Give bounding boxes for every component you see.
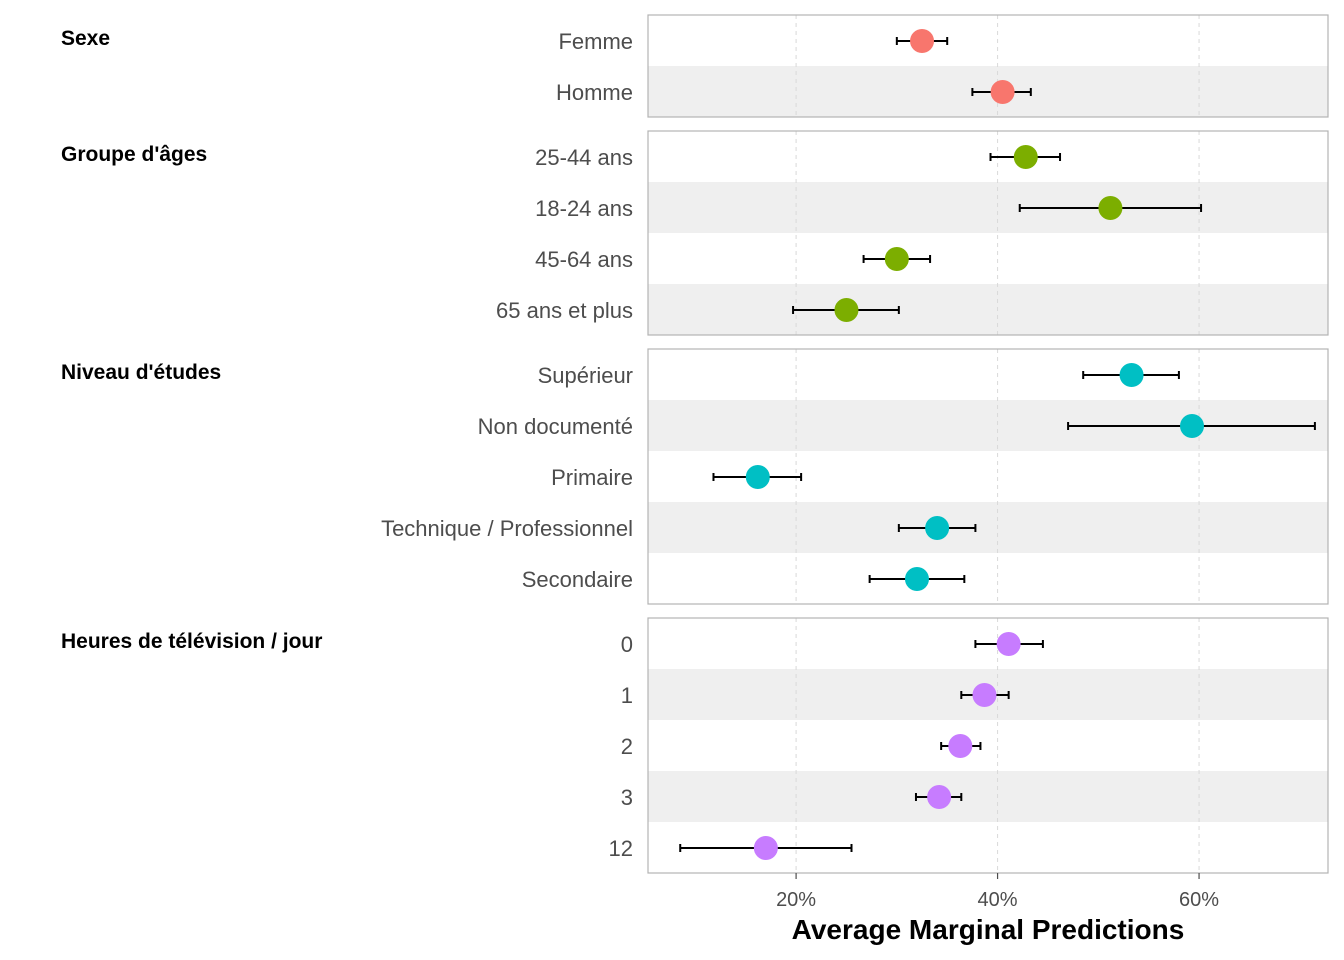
data-point: [834, 298, 859, 322]
row-label: Supérieur: [538, 363, 633, 388]
group-label: Heures de télévision / jour: [61, 630, 322, 653]
x-tick-label: 20%: [776, 889, 816, 911]
data-point: [925, 516, 950, 540]
row-label: Femme: [558, 29, 633, 54]
panel-border: [647, 617, 1329, 874]
data-point: [990, 80, 1015, 104]
row-stripe: [648, 502, 1328, 553]
row-label: 65 ans et plus: [496, 298, 633, 323]
row-label: 2: [621, 734, 633, 759]
panel-background: [648, 618, 1328, 873]
facet-panel: Sexe Femme Homme: [61, 14, 1329, 118]
row-label: Homme: [556, 80, 633, 105]
facet-panel: Groupe d'âges 25-44 ans 18-24 ans 45-64 ans…: [61, 130, 1329, 336]
data-point: [884, 247, 909, 271]
row-label: Secondaire: [522, 567, 633, 592]
row-label: Non documenté: [478, 414, 633, 439]
row-label: Primaire: [551, 465, 633, 490]
group-label: Groupe d'âges: [61, 143, 207, 166]
row-label: 1: [621, 683, 633, 708]
data-point: [1180, 414, 1204, 438]
row-stripe: [648, 182, 1328, 233]
row-label: 45-64 ans: [535, 247, 633, 272]
facet-panel: Niveau d'études Supérieur Non documenté Pri…: [61, 348, 1329, 605]
data-point: [948, 734, 973, 758]
panel-border: [647, 130, 1329, 336]
row-label: 12: [609, 836, 633, 861]
facet-panels: Sexe Femme Homme Groupe d'âges 25-44 ans 18-2…: [61, 14, 1329, 874]
data-point: [1119, 363, 1144, 387]
row-label: 0: [621, 632, 633, 657]
panel-border: [647, 348, 1329, 605]
data-point: [1098, 196, 1123, 220]
panel-border: [647, 14, 1329, 118]
row-label: Technique / Professionnel: [381, 516, 633, 541]
group-label: Sexe: [61, 27, 110, 50]
data-point: [910, 29, 935, 53]
data-point: [927, 785, 952, 809]
row-stripe: [648, 284, 1328, 335]
row-label: 3: [621, 785, 633, 810]
group-label: Niveau d'études: [61, 361, 221, 384]
data-point: [972, 683, 997, 707]
data-point: [996, 632, 1021, 656]
data-point: [1013, 145, 1038, 169]
data-point: [745, 465, 770, 489]
row-label: 25-44 ans: [535, 145, 633, 170]
row-stripe: [648, 771, 1328, 822]
data-point: [753, 836, 778, 860]
data-point: [904, 567, 929, 591]
x-tick-label: 60%: [1179, 889, 1219, 911]
x-axis: 20% 40% 60%: [776, 873, 1219, 911]
row-label: 18-24 ans: [535, 196, 633, 221]
x-axis-title: Average Marginal Predictions: [792, 914, 1185, 945]
x-tick-label: 40%: [978, 889, 1018, 911]
